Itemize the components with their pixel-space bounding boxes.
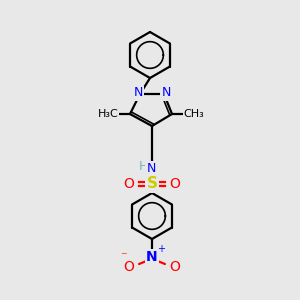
Text: S: S <box>146 176 158 191</box>
Text: O: O <box>124 177 134 191</box>
Text: +: + <box>157 244 165 254</box>
Text: H: H <box>138 160 148 172</box>
Text: ⁻: ⁻ <box>120 250 127 263</box>
Text: H₃C: H₃C <box>98 109 118 119</box>
Text: N: N <box>146 161 156 175</box>
Text: N: N <box>161 86 171 100</box>
Text: N: N <box>133 86 143 100</box>
Text: CH₃: CH₃ <box>184 109 204 119</box>
Text: O: O <box>169 177 180 191</box>
Text: N: N <box>146 250 158 264</box>
Text: O: O <box>124 260 134 274</box>
Text: O: O <box>169 260 180 274</box>
